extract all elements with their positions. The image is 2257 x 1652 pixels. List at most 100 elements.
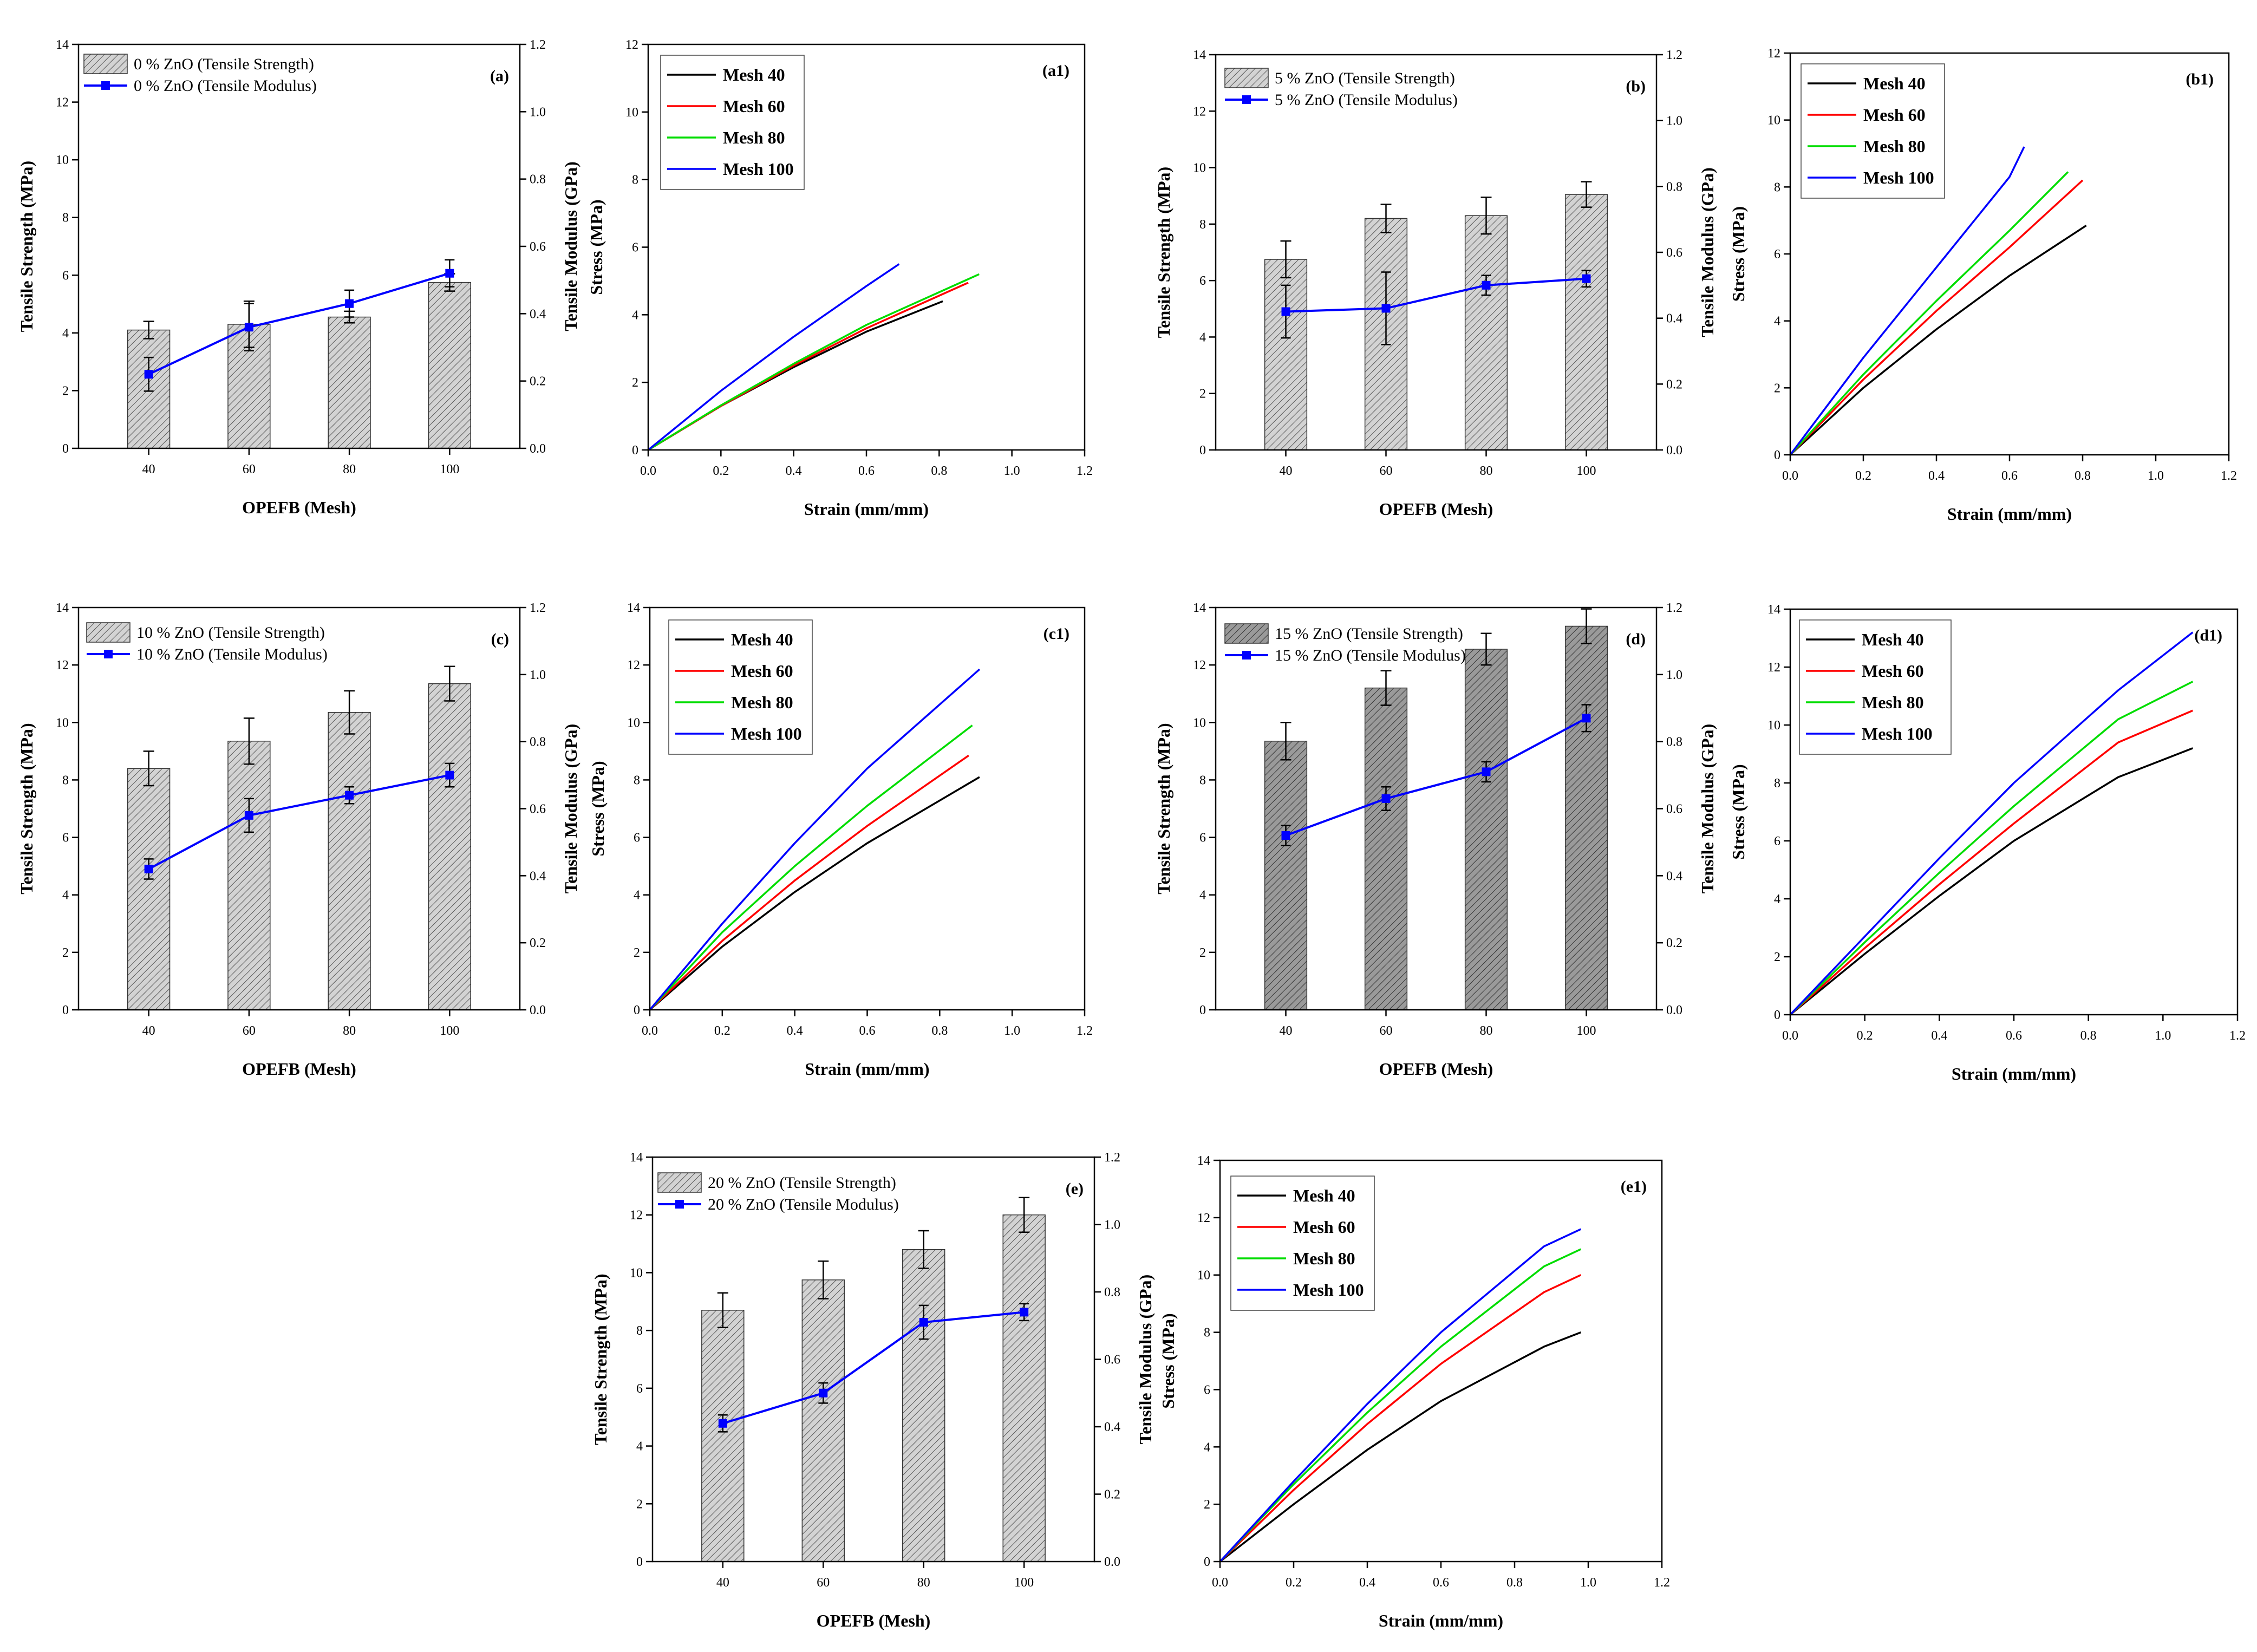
- y2-tick-label-e: 0.2: [1104, 1488, 1120, 1502]
- x-axis-title-a: OPEFB (Mesh): [242, 498, 356, 517]
- series-line-a1-mesh-60: [648, 282, 969, 451]
- modulus-point-c-40: [144, 864, 153, 873]
- series-line-b1-mesh-60: [1789, 179, 2084, 456]
- y2-tick-label-a: 0.2: [530, 375, 546, 389]
- x-tick-label-b1: 0.6: [2001, 469, 2018, 483]
- x-axis-title-d: OPEFB (Mesh): [1379, 1059, 1493, 1079]
- y-tick-label-e: 14: [630, 1151, 643, 1165]
- legend-label-c1-mesh60: Mesh 60: [731, 661, 793, 681]
- x-tick-label-d1: 1.0: [2155, 1029, 2171, 1043]
- modulus-point-a-60: [244, 323, 253, 332]
- chart-e1: 0.0 0.2 0.4 0.6 0.8 1.0 1.2 0 2 4 6 8 10 12 14 Strain (…: [1158, 1154, 1670, 1630]
- y-tick-label-b: 10: [1193, 161, 1206, 175]
- bar-d-60: [1364, 687, 1408, 1010]
- bar-c-100: [428, 683, 471, 1010]
- x-tick-label-b: 60: [1380, 464, 1393, 478]
- legend-swatch-strength: [86, 622, 131, 643]
- series-line-e1-mesh-60: [1219, 1274, 1582, 1563]
- x-tick-label-a1: 0.4: [786, 464, 802, 478]
- legend-label-strength-c: 10 % ZnO (Tensile Strength): [136, 624, 325, 642]
- chart-d1: 0.0 0.2 0.4 0.6 0.8 1.0 1.2 0 2 4 6 8 10 12 14 Strain (…: [1728, 603, 2246, 1083]
- y-axis-title-a1: Stress (MPa): [586, 199, 606, 295]
- legend-label-strength-e: 20 % ZnO (Tensile Strength): [708, 1174, 896, 1192]
- y-tick-label-e1: 12: [1197, 1211, 1210, 1225]
- modulus-line-c: [148, 774, 450, 870]
- y2-tick-label-b: 0.0: [1666, 443, 1682, 458]
- modulus-point-a-40: [144, 370, 153, 379]
- series-line-b1-mesh-80: [1789, 171, 2069, 456]
- panel-label-e1: (e1): [1621, 1178, 1647, 1196]
- y2-tick-label-c: 0.4: [530, 869, 546, 883]
- legend-swatch-strength: [83, 54, 128, 74]
- legend-label-a1-mesh80: Mesh 80: [723, 128, 785, 147]
- x-tick-label-b1: 1.2: [2221, 469, 2237, 483]
- y-tick-label-a: 10: [56, 153, 69, 167]
- y2-tick-label-d: 0.6: [1666, 802, 1682, 817]
- bar-e-40: [701, 1310, 745, 1562]
- modulus-point-b-60: [1381, 304, 1391, 313]
- y-tick-label-a1: 4: [632, 308, 638, 322]
- x-tick-label-b: 80: [1480, 464, 1493, 478]
- bar-c-40: [127, 768, 171, 1010]
- y-tick-label-e1: 4: [1204, 1440, 1210, 1454]
- x-tick-label-e1: 0.2: [1286, 1576, 1302, 1590]
- y2-tick-label-d: 0.4: [1666, 869, 1682, 883]
- y-tick-label-e: 0: [636, 1555, 643, 1569]
- series-line-c1-mesh-100: [649, 668, 981, 1011]
- legend-label-a1-mesh40: Mesh 40: [723, 65, 785, 84]
- y2-axis-title-c: Tensile Modulus (GPa): [561, 724, 580, 894]
- bar-c-80: [328, 711, 371, 1010]
- y2-tick-label-d: 1.0: [1666, 668, 1682, 682]
- y-tick-label-c: 6: [62, 831, 69, 845]
- modulus-line-e: [722, 1311, 1025, 1425]
- x-tick-label-d1: 0.4: [1931, 1029, 1947, 1043]
- x-tick-label-a: 60: [243, 462, 256, 476]
- x-tick-label-b1: 0.2: [1855, 469, 1871, 483]
- modulus-point-d-40: [1281, 831, 1290, 840]
- y2-tick-label-e: 1.2: [1104, 1151, 1120, 1165]
- legend-label-e1-mesh40: Mesh 40: [1293, 1186, 1355, 1205]
- x-axis-title-e1: Strain (mm/mm): [1379, 1611, 1503, 1630]
- y-axis-title-e1: Stress (MPa): [1158, 1313, 1178, 1408]
- y-tick-label-e: 4: [636, 1440, 643, 1454]
- legend-label-c1-mesh100: Mesh 100: [731, 724, 802, 743]
- legend-label-strength-d: 15 % ZnO (Tensile Strength): [1275, 625, 1463, 643]
- y2-axis-title-e: Tensile Modulus (GPa): [1136, 1275, 1155, 1445]
- panel-label-c: (c): [491, 630, 509, 648]
- y-tick-label-a: 8: [62, 211, 69, 225]
- x-tick-label-c1: 1.0: [1004, 1024, 1020, 1038]
- x-tick-label-d: 40: [1280, 1024, 1293, 1038]
- y-tick-label-c: 8: [62, 773, 69, 787]
- x-tick-label-e: 60: [817, 1576, 830, 1590]
- x-tick-label-b1: 1.0: [2148, 469, 2164, 483]
- x-tick-label-d1: 0.0: [1782, 1029, 1798, 1043]
- y-tick-label-d1: 4: [1774, 892, 1780, 906]
- y-tick-label-b1: 12: [1767, 47, 1780, 61]
- y-tick-label-d1: 0: [1774, 1008, 1780, 1022]
- y-tick-label-b: 0: [1199, 443, 1206, 458]
- x-tick-label-c1: 0.0: [642, 1024, 658, 1038]
- x-tick-label-d1: 1.2: [2229, 1029, 2246, 1043]
- chart-c: 40 60 80 100 0 2 4 6 8 10 12 14 0.0 0.2 0.4 0.6 0.8 1.0 1.…: [17, 601, 580, 1079]
- panel-label-d: (d): [1626, 630, 1646, 648]
- legend-label-d1-mesh100: Mesh 100: [1862, 724, 1933, 743]
- legend-label-b1-mesh40: Mesh 40: [1863, 74, 1926, 93]
- y2-tick-label-b: 1.0: [1666, 114, 1682, 128]
- y-tick-label-c: 10: [56, 716, 69, 730]
- y-tick-label-e1: 14: [1197, 1154, 1210, 1168]
- modulus-point-d-100: [1582, 714, 1591, 723]
- chart-a: 40 60 80 100 0 2 4 6 8 10 12 14 0.0 0.2 0.4 0.6 0.8 1.0 1.…: [17, 38, 580, 517]
- bar-a-80: [328, 316, 371, 449]
- y-tick-label-a: 14: [56, 38, 69, 52]
- modulus-line-a: [148, 272, 450, 376]
- legend-label-b1-mesh80: Mesh 80: [1863, 136, 1926, 156]
- y-tick-label-c1: 10: [627, 716, 640, 730]
- modulus-line-d: [1285, 717, 1587, 837]
- x-tick-label-a1: 0.2: [713, 464, 729, 478]
- y2-tick-label-a: 0.6: [530, 240, 546, 254]
- legend-swatch-strength: [1224, 623, 1269, 644]
- x-tick-label-e1: 0.6: [1433, 1576, 1449, 1590]
- y-tick-label-d: 14: [1193, 601, 1206, 615]
- y2-tick-label-d: 0.8: [1666, 735, 1682, 749]
- bar-b-80: [1464, 215, 1508, 450]
